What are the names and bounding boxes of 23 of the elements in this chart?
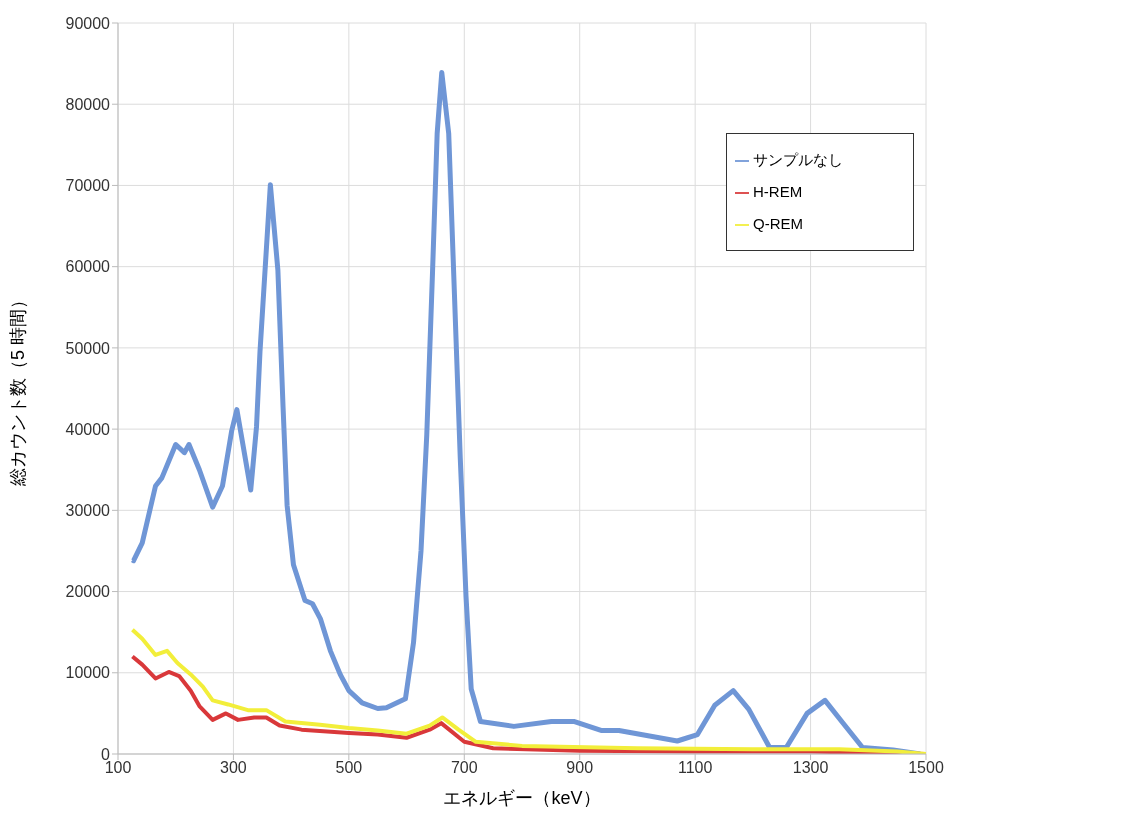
x-axis-title: エネルギー（keV）: [443, 788, 601, 808]
x-tick-label: 500: [335, 759, 363, 777]
y-tick-label: 70000: [65, 177, 111, 195]
y-tick-label: 60000: [65, 258, 111, 276]
y-axis-title: 総カウント数（5 時間）: [8, 290, 29, 488]
y-tick-label: 90000: [65, 14, 111, 32]
legend-label: Q-REM: [753, 215, 803, 232]
x-tick-label: 1300: [792, 759, 829, 777]
x-tick-label: 700: [450, 759, 478, 777]
y-tick-label: 20000: [65, 583, 111, 601]
legend-label: サンプルなし: [753, 151, 843, 168]
y-tick-label: 80000: [65, 95, 111, 113]
y-tick-label: 50000: [65, 339, 111, 357]
line-series: [130, 627, 926, 754]
x-tick-label: 100: [104, 759, 132, 777]
legend-label: H-REM: [753, 183, 803, 200]
x-tick-label: 1500: [908, 759, 944, 777]
y-tick-label: 10000: [65, 664, 111, 682]
x-tick-label: 300: [220, 759, 247, 777]
y-tick-label: 30000: [65, 502, 111, 520]
x-tick-label: 1100: [677, 759, 713, 777]
x-tick-label: 900: [566, 759, 594, 777]
y-tick-label: 40000: [65, 420, 111, 438]
